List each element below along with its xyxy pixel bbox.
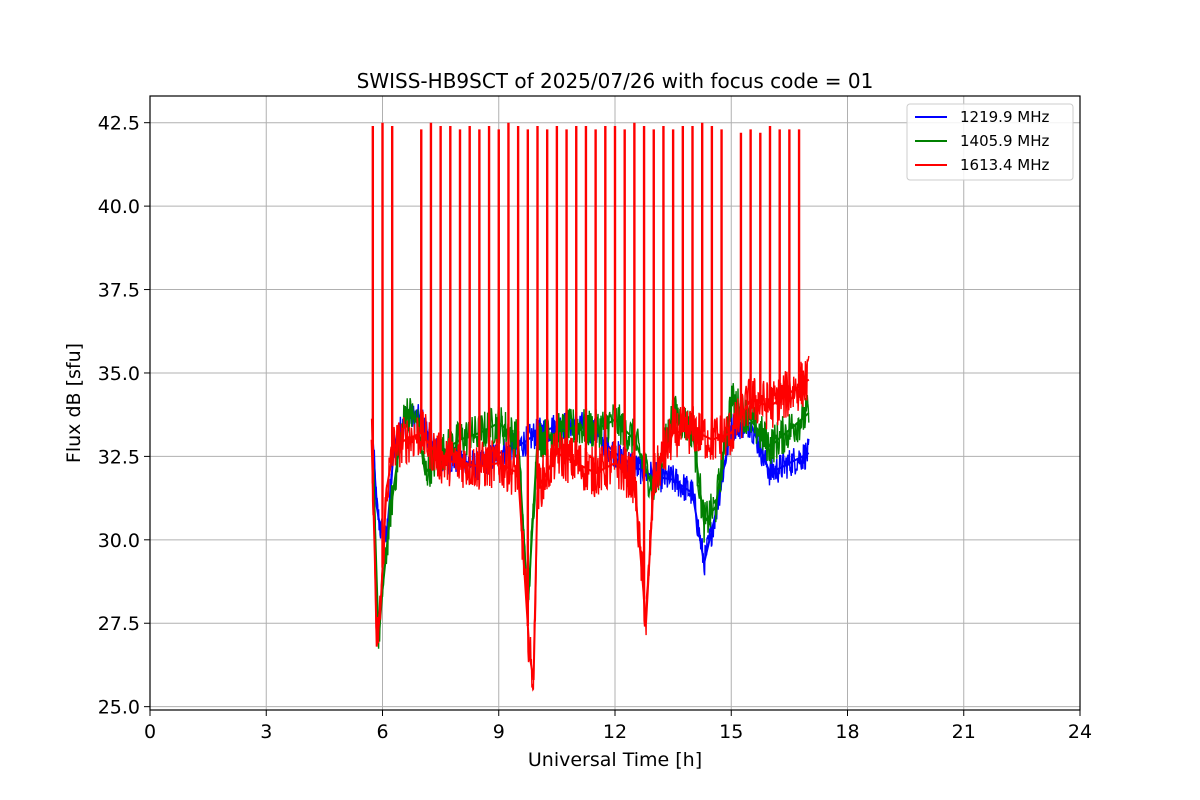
y-tick-label: 37.5 <box>98 280 140 302</box>
series-line-3 <box>370 355 810 692</box>
y-tick-label: 27.5 <box>98 613 140 635</box>
x-axis-label: Universal Time [h] <box>528 749 702 771</box>
y-tick-label: 35.0 <box>98 363 140 385</box>
y-tick-label: 42.5 <box>98 113 140 135</box>
x-tick-label: 15 <box>719 721 743 743</box>
x-axis: 0 3 6 9 12 15 18 21 24 <box>144 710 1092 743</box>
x-tick-label: 9 <box>493 721 505 743</box>
y-tick-label: 40.0 <box>98 196 140 218</box>
y-tick-label: 25.0 <box>98 697 140 719</box>
x-tick-label: 6 <box>376 721 388 743</box>
legend-label: 1613.4 MHz <box>960 156 1049 174</box>
y-axis-label: Flux dB [sfu] <box>63 343 85 463</box>
y-tick-label: 30.0 <box>98 530 140 552</box>
x-tick-label: 3 <box>260 721 272 743</box>
series-layer <box>370 122 810 692</box>
legend-label: 1405.9 MHz <box>960 132 1049 150</box>
chart-title: SWISS-HB9SCT of 2025/07/26 with focus co… <box>357 69 874 93</box>
y-axis: 25.0 27.5 30.0 32.5 35.0 37.5 40.0 42.5 <box>98 113 150 719</box>
legend: 1219.9 MHz 1405.9 MHz 1613.4 MHz <box>906 103 1074 181</box>
x-tick-label: 24 <box>1068 721 1092 743</box>
legend-label: 1219.9 MHz <box>960 108 1049 126</box>
x-tick-label: 18 <box>835 721 859 743</box>
x-tick-label: 0 <box>144 721 156 743</box>
y-tick-label: 32.5 <box>98 446 140 468</box>
legend-box <box>906 103 1074 181</box>
x-tick-label: 12 <box>603 721 627 743</box>
x-tick-label: 21 <box>952 721 976 743</box>
